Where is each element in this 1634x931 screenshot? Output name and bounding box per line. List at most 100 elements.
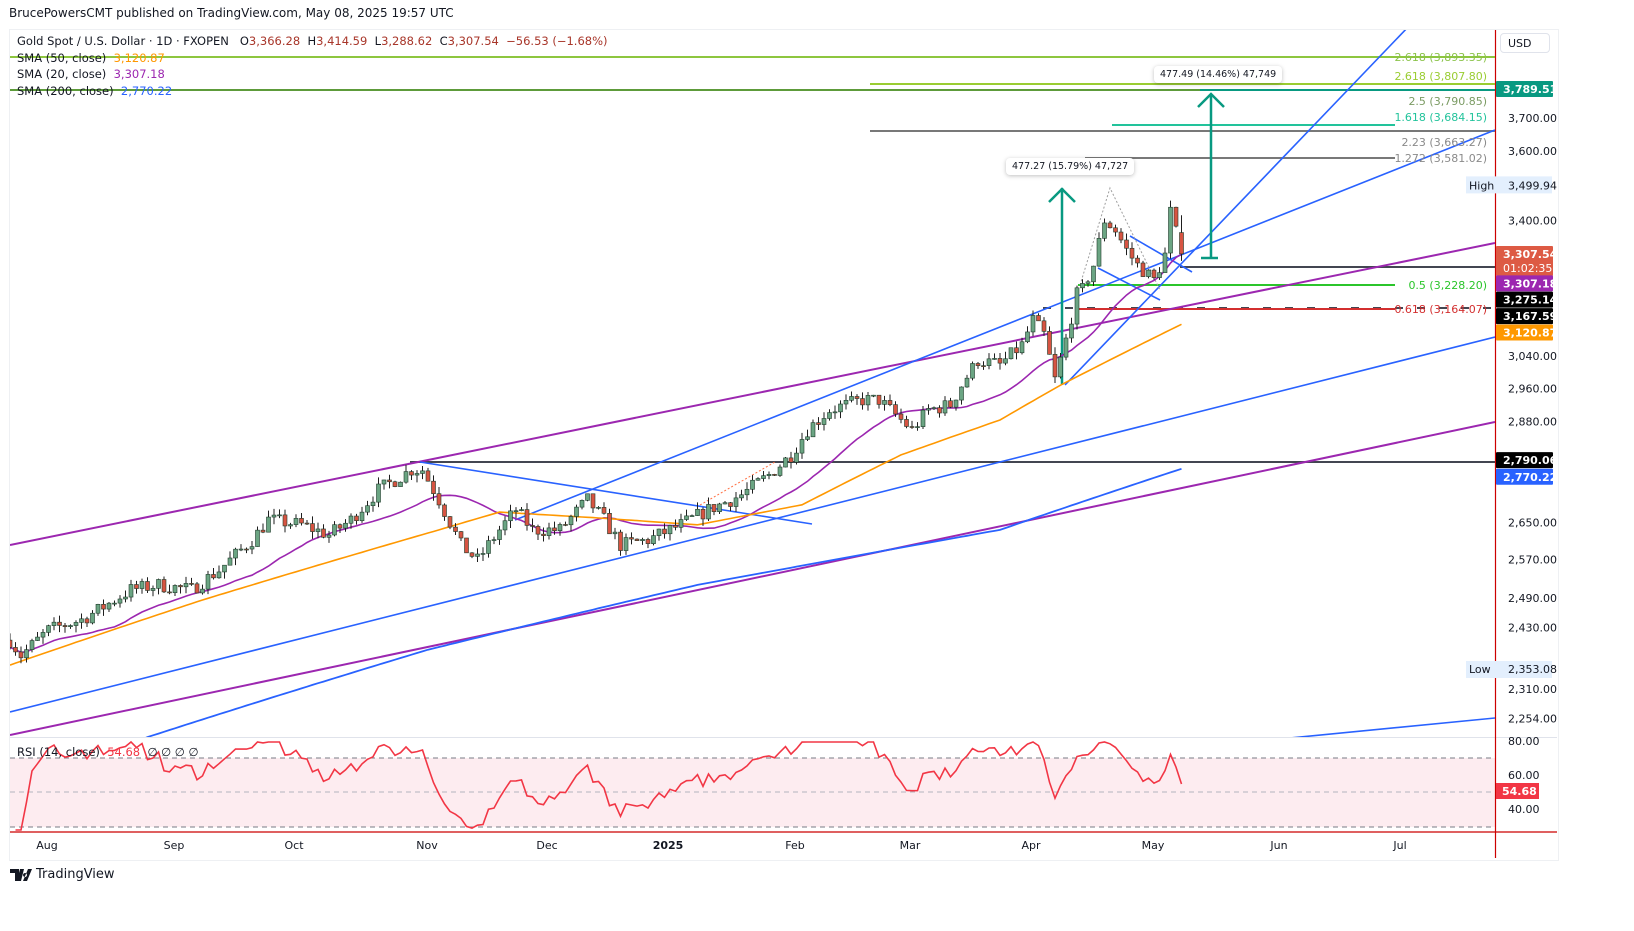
candle-body-down xyxy=(458,531,464,539)
candle-body-up xyxy=(238,548,244,551)
price-tick-label: 3,600.00 xyxy=(1508,145,1557,158)
candle-body-down xyxy=(887,400,893,405)
sma50-legend[interactable]: SMA (50, close) 3,120.87 xyxy=(17,50,608,67)
candle xyxy=(854,394,860,405)
sma200-legend[interactable]: SMA (200, close) 2,770.22 xyxy=(17,83,608,100)
blue-falling-trendline[interactable] xyxy=(419,461,813,525)
candle-body-down xyxy=(541,533,546,536)
measure-arrow-2[interactable] xyxy=(1197,92,1225,260)
candle xyxy=(387,474,392,489)
symbol-legend[interactable]: Gold Spot / U.S. Dollar · 1D · FXOPEN O3… xyxy=(17,33,608,50)
candle xyxy=(942,396,948,416)
candle-body-down xyxy=(893,404,898,415)
candle-body-up xyxy=(882,400,887,405)
price-tag xyxy=(1496,452,1553,469)
high-marker-bg xyxy=(1466,176,1552,194)
candle xyxy=(838,400,843,419)
candle xyxy=(398,481,403,487)
sma50-line[interactable] xyxy=(10,323,1182,666)
candle-body-up xyxy=(667,525,673,535)
candle-body-up xyxy=(931,407,937,409)
candle xyxy=(211,568,216,580)
candle xyxy=(673,519,678,531)
candle-body-down xyxy=(590,493,596,509)
candle-body-up xyxy=(744,488,750,496)
candle-body-up xyxy=(871,394,876,397)
low-marker-bg xyxy=(1466,661,1552,678)
candle-body-down xyxy=(1179,232,1184,255)
candle xyxy=(541,527,546,542)
measure-arrow-1[interactable] xyxy=(1048,187,1076,385)
candle-body-up xyxy=(359,511,365,521)
candle-body-down xyxy=(1135,257,1140,264)
blue-trendline-lower[interactable] xyxy=(10,336,1495,713)
candle xyxy=(535,524,541,540)
candle-body-up xyxy=(348,515,354,524)
sma20-legend[interactable]: SMA (20, close) 3,307.18 xyxy=(17,66,608,83)
candle xyxy=(288,522,293,529)
candle xyxy=(986,353,992,370)
price-tag-label: 3,307.54 xyxy=(1503,248,1558,261)
sma50-label: SMA (50, close) xyxy=(17,50,107,65)
candle xyxy=(453,523,458,536)
candle-body-down xyxy=(189,583,194,585)
candle-body-down xyxy=(904,419,909,427)
candle xyxy=(442,503,447,521)
candle xyxy=(1052,347,1058,384)
fib-label: 1.618 (3,684.15) xyxy=(1394,111,1487,124)
candle xyxy=(216,565,222,579)
candle xyxy=(480,547,486,562)
candle-body-up xyxy=(40,632,46,638)
candle-body-down xyxy=(436,493,442,506)
sma20-line[interactable] xyxy=(10,253,1182,654)
purple-channel-upper[interactable] xyxy=(10,242,1495,546)
candle-body-up xyxy=(953,399,959,408)
candle xyxy=(139,578,145,594)
candle xyxy=(123,590,128,603)
candle-body-up xyxy=(249,546,255,550)
candle xyxy=(755,477,761,481)
measure-label-1: 477.27 (15.79%) 47,727 xyxy=(1006,158,1135,175)
orange-dotted-line xyxy=(699,461,776,506)
sma200-line[interactable] xyxy=(126,467,1182,747)
blue-lower-line[interactable] xyxy=(1290,717,1495,738)
candle-body-down xyxy=(673,525,678,528)
candle xyxy=(1124,233,1129,256)
rsi-legend[interactable]: RSI (14, close) 54.68 ∅ ∅ ∅ ∅ xyxy=(17,745,199,759)
candle xyxy=(200,584,205,595)
candle-body-up xyxy=(821,418,827,425)
currency-button[interactable]: USD xyxy=(1500,33,1550,53)
pennant-lower-line[interactable] xyxy=(1097,267,1161,301)
candle-body-down xyxy=(535,526,541,535)
price-tag xyxy=(1496,308,1553,325)
candle xyxy=(816,417,821,431)
pennant-upper-line[interactable] xyxy=(1129,235,1193,273)
price-tag-label: 3,789.51 xyxy=(1503,83,1557,96)
candle-body-up xyxy=(568,516,574,526)
candle xyxy=(970,361,975,381)
candle-body-up xyxy=(651,535,656,544)
purple-channel-lower[interactable] xyxy=(10,421,1495,736)
candle xyxy=(981,361,986,370)
candle xyxy=(255,526,260,547)
candle xyxy=(365,500,370,516)
rsi-tick-label: 60.00 xyxy=(1508,769,1540,782)
candle-body-down xyxy=(431,480,436,494)
blue-trendline-steep[interactable] xyxy=(1064,25,1410,386)
fib-label: 2.618 (3,893.35) xyxy=(1394,51,1487,64)
time-tick-label: Nov xyxy=(416,839,438,852)
blue-trendline-upper[interactable] xyxy=(514,129,1495,521)
candle-body-down xyxy=(244,548,249,551)
rsi-line[interactable] xyxy=(15,740,1183,831)
candle-body-up xyxy=(596,507,601,509)
candle-body-up xyxy=(106,602,112,610)
candle-body-up xyxy=(73,622,79,626)
candle xyxy=(134,580,139,594)
candle xyxy=(904,415,909,429)
candle xyxy=(1008,347,1014,360)
candle xyxy=(491,536,497,545)
candle xyxy=(684,509,689,521)
tradingview-footer[interactable]: TradingView xyxy=(10,867,115,882)
candle xyxy=(321,524,326,539)
